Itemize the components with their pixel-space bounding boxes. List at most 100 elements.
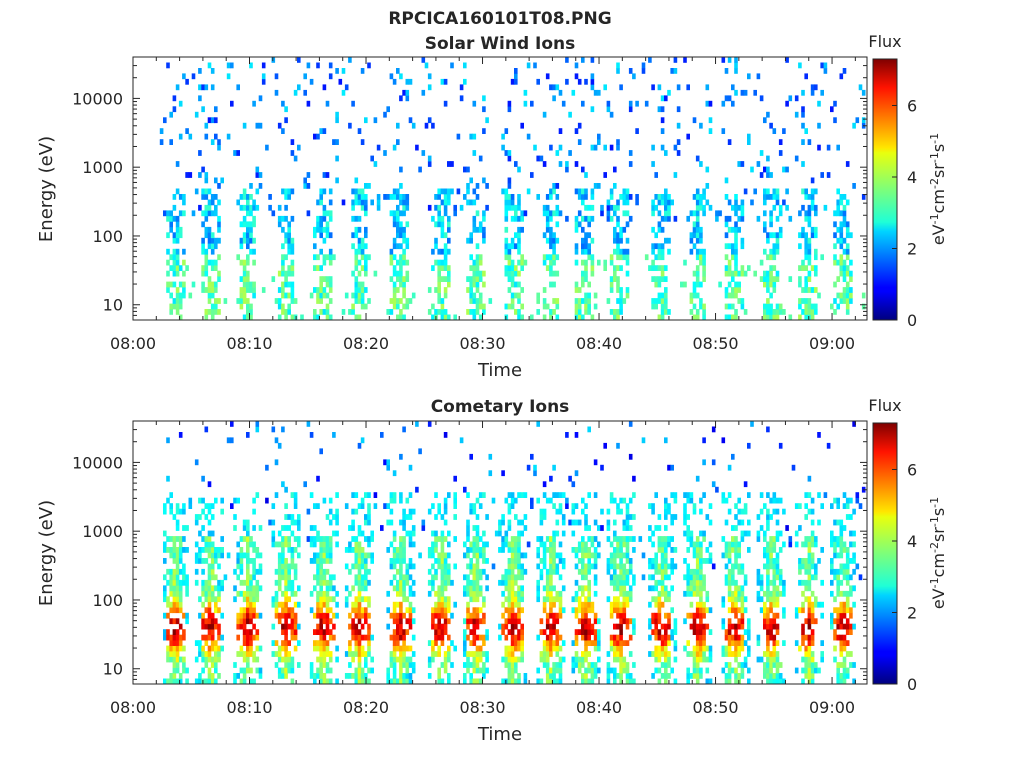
heatmap-cell [392, 237, 397, 244]
heatmap-cell [357, 530, 362, 537]
heatmap-cell [175, 640, 180, 646]
heatmap-cell [389, 579, 394, 586]
heatmap-cell [657, 243, 662, 250]
heatmap-cell [325, 623, 330, 630]
heatmap-cell [396, 601, 400, 608]
heatmap-cell [845, 298, 850, 304]
heatmap-cell [421, 57, 426, 63]
heatmap-cell [699, 601, 703, 608]
heatmap-cell [692, 667, 697, 674]
heatmap-cell [619, 623, 623, 630]
heatmap-cell [239, 618, 244, 625]
heatmap-cell [207, 623, 212, 630]
heatmap-cell [737, 634, 741, 641]
heatmap-cell [201, 248, 205, 255]
heatmap-cell [807, 574, 812, 581]
heatmap-cell [667, 89, 671, 96]
heatmap-cell [281, 254, 285, 261]
heatmap-cell [695, 612, 700, 619]
heatmap-cell [402, 552, 406, 559]
heatmap-cell [619, 497, 623, 504]
heatmap-cell [351, 270, 355, 277]
heatmap-cell [804, 645, 808, 652]
heatmap-cell [194, 678, 199, 685]
heatmap-cell [514, 558, 518, 564]
heatmap-cell [472, 634, 477, 641]
heatmap-cell [328, 629, 333, 635]
heatmap-cell [389, 259, 394, 266]
heatmap-cell [293, 155, 298, 162]
heatmap-cell [504, 536, 509, 542]
heatmap-cell [772, 618, 777, 625]
heatmap-cell [555, 210, 560, 217]
heatmap-cell [325, 612, 330, 619]
heatmap-cell [166, 287, 170, 293]
heatmap-cell [172, 585, 177, 592]
heatmap-cell [810, 497, 815, 504]
heatmap-cell [175, 248, 180, 255]
heatmap-cell [702, 656, 706, 663]
heatmap-cell [772, 508, 777, 515]
heatmap-cell [622, 607, 627, 614]
heatmap-cell [641, 437, 646, 444]
heatmap-cell [399, 563, 403, 570]
heatmap-cell [210, 541, 215, 548]
heatmap-cell [478, 303, 483, 310]
heatmap-cell [514, 612, 518, 619]
heatmap-cell [255, 568, 260, 575]
heatmap-cell [252, 607, 256, 614]
heatmap-cell [178, 596, 183, 603]
heatmap-cell [201, 525, 205, 531]
heatmap-cell [485, 667, 489, 674]
heatmap-cell [328, 579, 333, 586]
heatmap-cell [766, 667, 770, 674]
heatmap-cell [313, 640, 317, 646]
heatmap-cell [443, 276, 448, 282]
heatmap-cell [616, 656, 620, 663]
heatmap-cell [316, 552, 320, 559]
heatmap-cell [172, 640, 177, 646]
heatmap-cell [670, 558, 674, 564]
heatmap-cell [478, 155, 483, 162]
heatmap-cell [648, 585, 652, 592]
heatmap-cell [328, 210, 333, 217]
heatmap-cell [316, 536, 320, 542]
heatmap-cell [396, 139, 400, 145]
heatmap-cell [526, 541, 531, 548]
heatmap-cell [217, 596, 221, 603]
heatmap-cell [440, 259, 445, 266]
heatmap-cell [437, 270, 441, 277]
heatmap-cell [169, 618, 173, 625]
heatmap-cell [683, 492, 687, 498]
heatmap-cell [504, 237, 509, 244]
heatmap-cell [549, 673, 553, 679]
heatmap-cell [507, 563, 512, 570]
heatmap-cell [367, 629, 371, 635]
heatmap-cell [545, 73, 550, 80]
heatmap-cell [619, 574, 623, 581]
heatmap-cell [517, 607, 521, 614]
heatmap-cell [727, 541, 732, 548]
heatmap-cell [775, 673, 780, 679]
heatmap-cell [453, 514, 457, 520]
heatmap-cell [367, 612, 371, 619]
heatmap-cell [807, 552, 812, 559]
heatmap-cell [169, 139, 173, 145]
heatmap-cell [217, 634, 221, 641]
heatmap-cell [249, 618, 253, 625]
heatmap-cell [577, 188, 582, 195]
heatmap-cell [277, 442, 282, 449]
heatmap-cell [277, 656, 282, 663]
heatmap-cell [261, 73, 266, 80]
heatmap-cell [561, 530, 566, 537]
heatmap-cell [622, 525, 627, 531]
heatmap-cell [472, 590, 477, 597]
heatmap-cell [667, 574, 671, 581]
heatmap-cell [306, 62, 311, 69]
heatmap-cell [536, 667, 540, 674]
heatmap-cell [743, 309, 748, 315]
heatmap-cell [539, 568, 544, 575]
heatmap-cell [303, 183, 307, 189]
heatmap-cell [552, 237, 556, 244]
heatmap-cell [485, 541, 489, 548]
